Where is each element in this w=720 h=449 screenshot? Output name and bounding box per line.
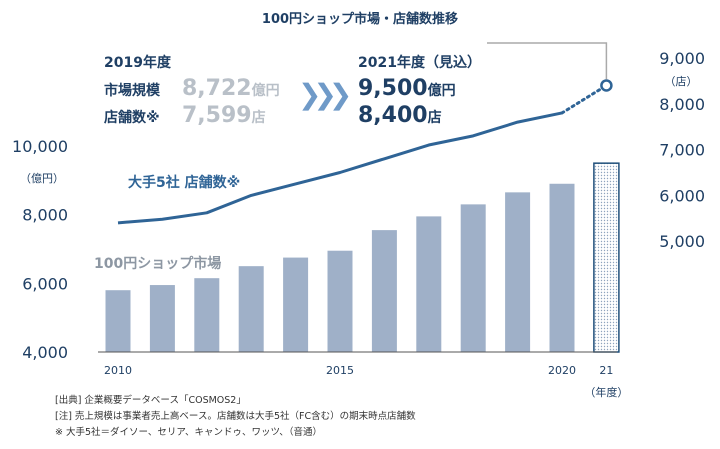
market-value-2019: 8,722 [182,76,252,101]
bar-2014 [283,257,309,352]
summary-2021: 2021年度（見込） 9,500 億円 8,400 店 [358,52,481,128]
axis-group: 4,000 6,000 8,000 10,000 （億円） 5,000 6,000 7,000… [12,49,705,399]
definition-note: [注] 売上規模は事業者売上高ベース。店舗数は大手5社（FC含む）の期末時点店舗… [55,411,416,422]
right-tick-label: 7,000 [659,141,705,160]
source-note: [出典] 企業概要データベース「COSMOS2」 [55,395,246,406]
stores-unit-2021: 店 [427,110,442,126]
bar-2020 [549,183,575,352]
bar-group: 100円ショップ市場 [94,162,620,353]
bar-2016 [371,230,397,352]
market-unit-2021: 億円 [427,83,456,99]
bar-2017 [416,216,442,352]
leader-line [487,42,608,80]
bar-2010 [105,290,131,352]
summary-2019-stores-row: 店舗数※ 7,599 店 [104,103,280,128]
chart-title: 100円ショップ市場・店舗数推移 [261,12,459,27]
companies-note: ※ 大手5社＝ダイソー、セリア、キャンドゥ、ワッツ、（音通） [55,427,322,438]
market-label: 市場規模 [104,83,160,99]
summary-2021-stores-row: 8,400 店 [358,103,481,128]
store-count-forecast-line [560,83,608,115]
stores-label: 店舗数※ [104,110,160,126]
summary-2019-market-row: 市場規模 8,722 億円 [104,76,280,101]
market-value-2021: 9,500 [358,76,428,101]
right-tick-label: 8,000 [659,95,705,114]
arrow-icon: ❯❯❯ [298,78,352,111]
left-tick-label: 8,000 [22,206,68,225]
bar-2018 [460,204,486,352]
line-series-label: 大手5社 店舗数※ [128,174,240,191]
market-unit-2019: 億円 [251,83,280,99]
summary-2019-year: 2019年度 [104,55,171,71]
right-tick-label: 9,000 [659,49,705,68]
bar-2021-forecast [593,162,620,353]
summary-2021-market-row: 9,500 億円 [358,76,481,101]
stores-value-2021: 8,400 [358,103,428,128]
summary-2021-year: 2021年度（見込） [358,55,481,71]
bar-2013 [238,266,264,352]
store-count-line [117,111,563,225]
right-tick-label: 6,000 [659,186,705,205]
bar-2012 [194,278,220,352]
left-tick-label: 4,000 [22,343,68,362]
left-axis-unit: （億円） [20,172,64,185]
x-tick-label: 2015 [326,364,354,377]
summary-2019: 2019年度 市場規模 8,722 億円 店舗数※ 7,599 店 [104,52,280,128]
x-tick-label: 21 [599,364,613,377]
x-tick-label: 2010 [104,364,132,377]
bar-2019 [505,192,531,352]
left-tick-label: 6,000 [22,274,68,293]
right-axis-unit: （店） [665,74,698,88]
right-tick-label: 5,000 [659,232,705,251]
x-axis-unit: （年度） [584,385,628,399]
bar-2011 [149,285,175,352]
bar-series-label: 100円ショップ市場 [94,255,221,272]
left-tick-label: 10,000 [12,137,68,156]
bar-2015 [327,250,353,352]
line-group: 大手5社 店舗数※ [117,42,613,225]
forecast-point [600,79,613,92]
stores-value-2019: 7,599 [182,103,252,128]
stores-unit-2019: 店 [251,110,266,126]
x-tick-label: 2020 [548,364,576,377]
